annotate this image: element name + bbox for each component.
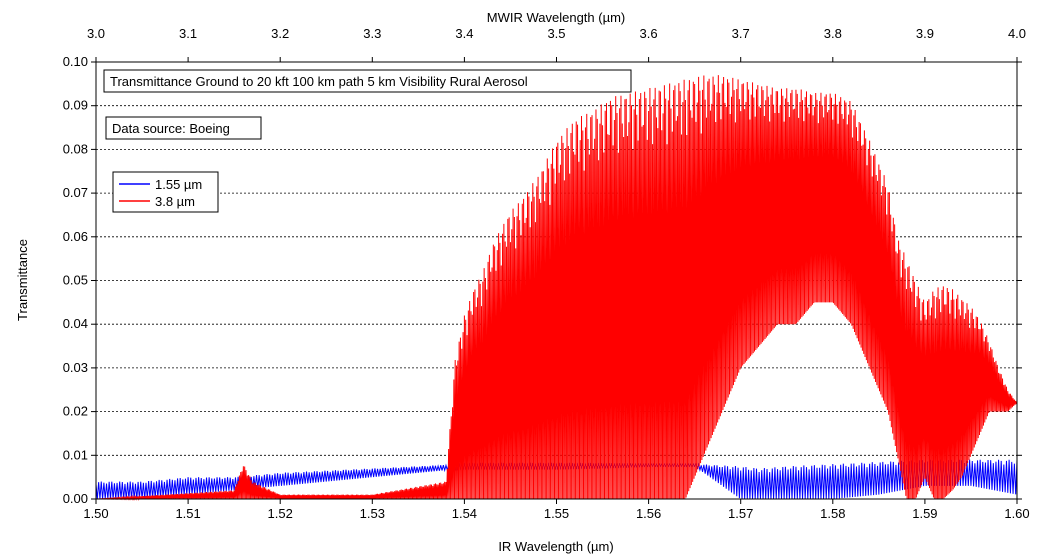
y-axis-title: Transmittance [15,239,30,321]
x2-tick-label-3.0: 3.0 [87,26,105,41]
x-tick-label-1.53: 1.53 [360,506,385,521]
legend: 1.55 µm 3.8 µm [112,171,219,213]
data-source-note: Data source: Boeing [112,121,230,136]
series-layer [95,75,1018,501]
x2-tick-label-3.7: 3.7 [732,26,750,41]
x-tick-label-1.55: 1.55 [544,506,569,521]
y-tick-label-0.02: 0.02 [63,404,88,419]
y-tick-label-0.00: 0.00 [63,491,88,506]
x2-tick-label-3.4: 3.4 [455,26,473,41]
bottom-axis-title: IR Wavelength (µm) [498,539,613,554]
x2-tick-label-3.5: 3.5 [547,26,565,41]
source-box-frame [105,116,262,140]
x-tick-label-1.59: 1.59 [912,506,937,521]
x2-tick-label-4.0: 4.0 [1008,26,1026,41]
x2-tick-label-3.6: 3.6 [640,26,658,41]
y-tick-label-0.09: 0.09 [63,98,88,113]
x2-tick-label-3.2: 3.2 [271,26,289,41]
legend-label-3-8: 3.8 µm [155,194,195,209]
x-tick-label-1.50: 1.50 [83,506,108,521]
legend-label-1-55: 1.55 µm [155,177,202,192]
y-tick-label-0.07: 0.07 [63,185,88,200]
chart-title: Transmittance Ground to 20 kft 100 km pa… [110,74,528,89]
x2-tick-label-3.1: 3.1 [179,26,197,41]
y-tick-label-0.05: 0.05 [63,273,88,288]
y-tick-label-0.03: 0.03 [63,360,88,375]
x-tick-label-1.52: 1.52 [268,506,293,521]
title-box-frame [103,69,632,93]
y-tick-label-0.10: 0.10 [63,54,88,69]
axis-layer: 0.00 0.01 0.02 0.03 0.04 0.05 0.06 0.07 0.08 0.09… [63,26,1030,521]
x-tick-label-1.51: 1.51 [175,506,200,521]
y-tick-label-0.01: 0.01 [63,447,88,462]
series-line-3-8um [96,75,1018,501]
x2-tick-label-3.9: 3.9 [916,26,934,41]
x-tick-label-1.54: 1.54 [452,506,477,521]
source-box: Data source: Boeing [105,116,262,140]
y-tick-label-0.08: 0.08 [63,141,88,156]
y-tick-label-0.06: 0.06 [63,229,88,244]
y-tick-label-0.04: 0.04 [63,316,88,331]
x-tick-label-1.60: 1.60 [1004,506,1029,521]
title-box: Transmittance Ground to 20 kft 100 km pa… [103,69,632,93]
x-tick-label-1.58: 1.58 [820,506,845,521]
x-tick-label-1.56: 1.56 [636,506,661,521]
legend-frame [112,171,219,213]
x2-tick-label-3.3: 3.3 [363,26,381,41]
top-axis-title: MWIR Wavelength (µm) [487,10,625,25]
x-tick-label-1.57: 1.57 [728,506,753,521]
x2-tick-label-3.8: 3.8 [824,26,842,41]
